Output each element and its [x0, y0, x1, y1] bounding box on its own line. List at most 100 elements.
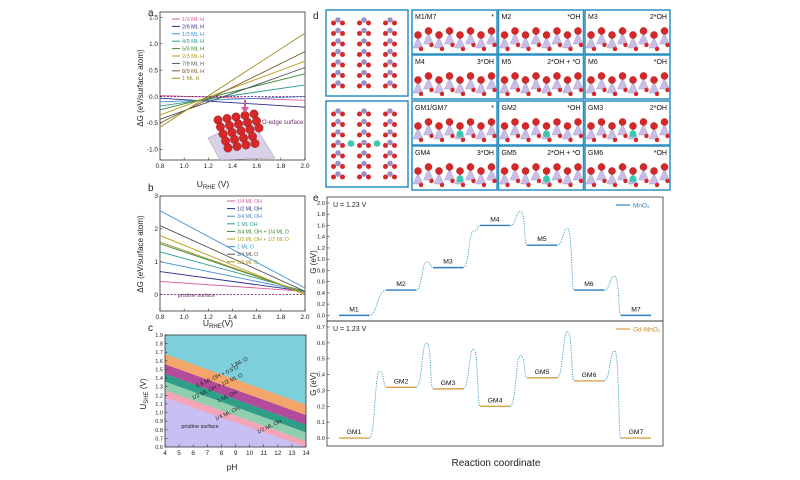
oxygen-atom [505, 91, 510, 97]
mno6-polyhedron [551, 32, 563, 45]
gd-atom [543, 130, 550, 138]
oxygen-atom [532, 163, 540, 171]
oxygen-atom [418, 137, 424, 143]
mno6-polyhedron [585, 172, 597, 185]
oxygen-atom [532, 72, 540, 80]
mn-atom [335, 160, 341, 167]
panel-e-top-ylabel: G (eV) [309, 250, 318, 274]
oxygen-atom [392, 31, 397, 36]
oxygen-atom [357, 83, 362, 89]
mno6-polyhedron [423, 32, 434, 45]
panel-a-chart: 0.8 1.0 1.2 1.4 1.6 1.8 2.0 -1.0 -0.5 0.0 0.5 1.0 1… [136, 11, 310, 191]
mno6-polyhedron [499, 36, 510, 49]
structure-state-label: M5 [502, 59, 512, 66]
oxygen-atom [445, 118, 454, 126]
oxygen-atom [357, 41, 362, 47]
mn-atom [335, 108, 341, 114]
y-tick-label: 1.9 [155, 333, 163, 339]
oxygen-atom [340, 52, 345, 57]
y-tick-label: 1.4 [155, 376, 163, 382]
oxygen-atom [383, 73, 388, 78]
oxygen-atom [665, 42, 670, 48]
series-line-8 [159, 225, 306, 292]
oxygen-atom [439, 137, 445, 143]
oxygen-atom [492, 133, 497, 139]
oxygen-atom [557, 42, 563, 48]
oxygen-atom [521, 122, 530, 130]
oxygen-atom [500, 31, 509, 39]
mno6-polyhedron [659, 77, 670, 90]
structure-adsorbate-label: *OH [654, 150, 667, 157]
y-tick-label: 0.5 [317, 357, 325, 363]
oxygen-atom [608, 122, 616, 130]
y-tick-label: 1.6 [155, 359, 163, 365]
legend-label: 3/4 ML OH + 1/4 ML O [237, 229, 289, 235]
x-tick-label: 1.0 [180, 314, 189, 321]
oxygen-atom [392, 41, 397, 47]
oxygen-atom [515, 178, 521, 184]
gd-atom [543, 175, 550, 183]
state-label: M7 [631, 306, 641, 313]
panel-a-ylabel: ΔG (eV/surface atom) [136, 49, 145, 127]
mn-atom [335, 150, 341, 156]
oxygen-atom [429, 42, 434, 48]
oxygen-atom [414, 76, 422, 84]
legend-label: 1/2 ML OH [237, 207, 262, 213]
oxygen-atom [383, 111, 388, 117]
oxygen-atom [587, 167, 595, 175]
mn-atom [387, 129, 393, 135]
y-tick-label: 1.6 [317, 223, 325, 229]
mno6-polyhedron [520, 127, 531, 140]
y-tick-label: 0.9 [155, 419, 163, 425]
oxygen-atom [340, 62, 345, 68]
structure-adsorbate-label: 2*OH [650, 105, 667, 112]
y-tick-label: 0 [154, 292, 158, 299]
oxygen-atom [487, 72, 496, 80]
oxygen-atom [487, 163, 496, 171]
oxygen-atom [340, 83, 345, 89]
mn-atom [335, 48, 341, 55]
mn-atom [361, 150, 367, 156]
oxygen-atom [331, 153, 336, 159]
oxygen-atom [602, 133, 607, 139]
transition-path [509, 355, 528, 407]
oxygen-atom [460, 91, 466, 97]
mno6-polyhedron [585, 36, 597, 49]
mno6-polyhedron [638, 168, 649, 181]
oxygen-atom [357, 122, 362, 127]
oxygen-atom [557, 133, 563, 139]
panel-b-annotation: pristine surface [178, 293, 215, 299]
oxygen-atom [654, 182, 660, 188]
oxygen-atom [660, 72, 669, 80]
structure-adsorbate-label: 3*OH [477, 150, 494, 157]
series-line-9 [159, 241, 306, 294]
structure-adsorbate-label: 2*OH + *O [547, 150, 581, 157]
oxygen-atom [340, 153, 345, 159]
panel-letter-e: e [313, 193, 319, 204]
y-tick-label: 1.0 [317, 257, 325, 263]
mno6-polyhedron [433, 36, 445, 49]
mno6-polyhedron [444, 168, 455, 181]
oxygen-atom [633, 46, 639, 52]
oxygen-atom [511, 27, 519, 35]
oxygen-atom [563, 167, 572, 175]
structure-state-label: GM5 [502, 150, 517, 157]
oxygen-atom [492, 178, 497, 184]
legend-label: 1 ML H [182, 76, 200, 82]
oxygen-atom [623, 87, 628, 93]
oxygen-atom [547, 91, 552, 97]
oxygen-atom [591, 46, 597, 52]
mn-atom [387, 38, 393, 44]
oxygen-atom [392, 174, 397, 180]
oxygen-atom [521, 31, 530, 39]
mno6-polyhedron [433, 81, 445, 94]
oxygen-atom [424, 72, 433, 80]
mno6-polyhedron [423, 168, 434, 181]
region-5 [165, 353, 306, 416]
transition-path [368, 289, 387, 316]
mno6-polyhedron [530, 123, 542, 136]
oxygen-atom [383, 62, 388, 68]
oxygen-atom [542, 167, 551, 175]
oxygen-atom [357, 153, 362, 159]
mn-atom [387, 108, 393, 114]
